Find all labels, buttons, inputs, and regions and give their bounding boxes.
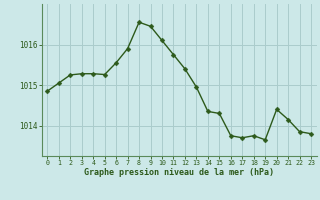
X-axis label: Graphe pression niveau de la mer (hPa): Graphe pression niveau de la mer (hPa) [84, 168, 274, 177]
